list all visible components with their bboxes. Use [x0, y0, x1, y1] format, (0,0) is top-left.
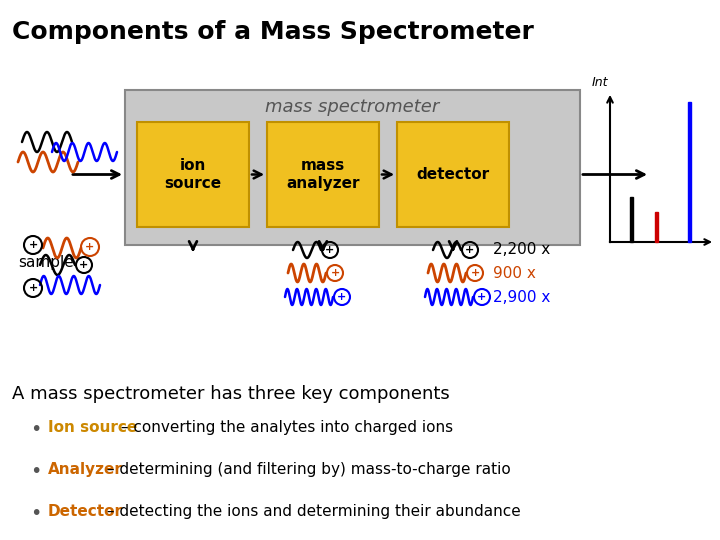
- FancyBboxPatch shape: [397, 122, 509, 227]
- Text: detector: detector: [416, 167, 490, 182]
- Text: +: +: [477, 292, 487, 302]
- Text: – detecting the ions and determining their abundance: – detecting the ions and determining the…: [102, 504, 521, 519]
- Text: Int: Int: [592, 76, 608, 89]
- Text: ion
source: ion source: [164, 158, 222, 191]
- Text: +: +: [79, 260, 89, 270]
- Text: •: •: [30, 462, 41, 481]
- Bar: [655, 212, 658, 242]
- Text: +: +: [338, 292, 346, 302]
- Text: sample: sample: [18, 255, 73, 270]
- Text: 2,900 x: 2,900 x: [493, 289, 550, 305]
- FancyBboxPatch shape: [137, 122, 249, 227]
- Text: – converting the analytes into charged ions: – converting the analytes into charged i…: [116, 420, 453, 435]
- Text: +: +: [330, 268, 340, 278]
- Text: Analyzer: Analyzer: [48, 462, 123, 477]
- Text: +: +: [465, 245, 474, 255]
- Text: mass spectrometer: mass spectrometer: [266, 98, 440, 116]
- Text: +: +: [28, 240, 37, 250]
- Text: Ion source: Ion source: [48, 420, 138, 435]
- FancyBboxPatch shape: [125, 90, 580, 245]
- Bar: [630, 197, 633, 242]
- Text: Components of a Mass Spectrometer: Components of a Mass Spectrometer: [12, 20, 534, 44]
- Text: •: •: [30, 420, 41, 439]
- Text: •: •: [30, 504, 41, 523]
- Text: +: +: [470, 268, 480, 278]
- Text: Detector: Detector: [48, 504, 123, 519]
- Text: +: +: [86, 242, 94, 252]
- Bar: [688, 102, 691, 242]
- Text: mass
analyzer: mass analyzer: [287, 158, 360, 191]
- Text: +: +: [325, 245, 335, 255]
- Text: 2,200 x: 2,200 x: [493, 242, 550, 258]
- Text: +: +: [28, 283, 37, 293]
- Text: A mass spectrometer has three key components: A mass spectrometer has three key compon…: [12, 385, 450, 403]
- Text: – determining (and filtering by) mass-to-charge ratio: – determining (and filtering by) mass-to…: [102, 462, 511, 477]
- Text: 900 x: 900 x: [493, 266, 536, 280]
- FancyBboxPatch shape: [267, 122, 379, 227]
